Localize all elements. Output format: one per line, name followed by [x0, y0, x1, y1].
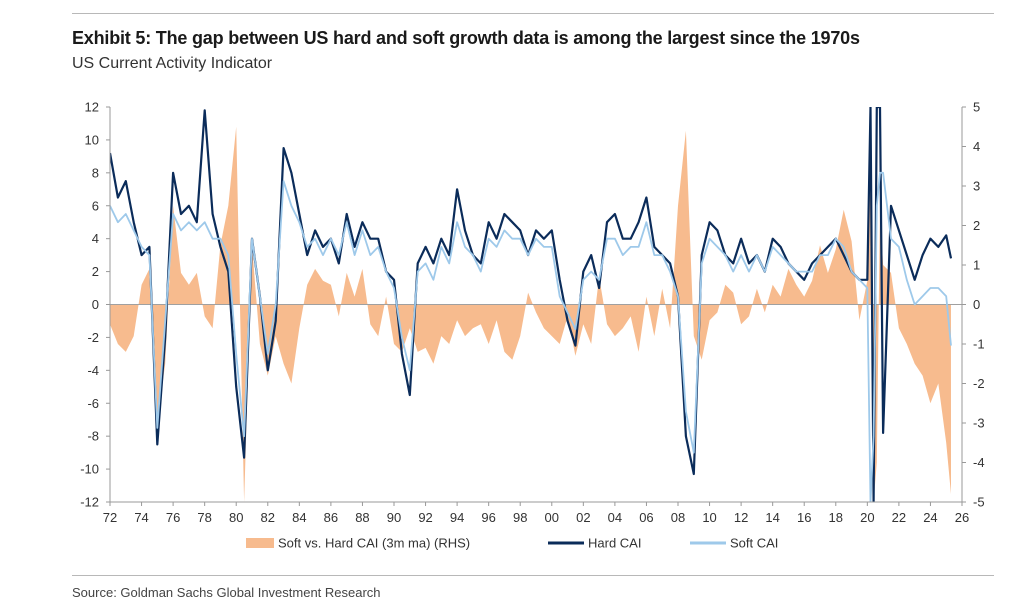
bottom-rule — [72, 575, 994, 576]
y-right-tick-label: -4 — [973, 455, 985, 470]
y-left-tick-label: 10 — [85, 132, 99, 147]
y-right-tick-label: -2 — [973, 376, 985, 391]
x-tick-label: 96 — [481, 510, 495, 525]
x-tick-label: 86 — [324, 510, 338, 525]
y-left-tick-label: -8 — [87, 429, 99, 444]
y-right-tick-label: 0 — [973, 297, 980, 312]
x-tick-label: 78 — [197, 510, 211, 525]
x-tick-label: 80 — [229, 510, 243, 525]
y-right-tick-label: 1 — [973, 258, 980, 273]
legend: Soft vs. Hard CAI (3m ma) (RHS) Hard CAI S… — [246, 536, 778, 551]
x-tick-label: 84 — [292, 510, 306, 525]
y-right-tick-label: -3 — [973, 416, 985, 431]
y-right-tick-label: 4 — [973, 139, 980, 154]
x-tick-label: 24 — [923, 510, 937, 525]
x-tick-label: 18 — [829, 510, 843, 525]
y-right-tick-label: -5 — [973, 495, 985, 510]
x-tick-label: 00 — [545, 510, 559, 525]
x-tick-label: 02 — [576, 510, 590, 525]
y-right-tick-label: 3 — [973, 179, 980, 194]
legend-gap-label: Soft vs. Hard CAI (3m ma) (RHS) — [278, 536, 470, 551]
legend-gap-swatch — [246, 538, 274, 548]
y-left-tick-label: 4 — [92, 231, 99, 246]
y-left-tick-label: -10 — [80, 462, 99, 477]
x-tick-label: 14 — [765, 510, 779, 525]
x-tick-label: 74 — [134, 510, 148, 525]
x-tick-label: 20 — [860, 510, 874, 525]
y-right-tick-label: 5 — [973, 100, 980, 115]
y-left-tick-label: 0 — [92, 297, 99, 312]
y-left-tick-label: 6 — [92, 198, 99, 213]
x-tick-label: 06 — [639, 510, 653, 525]
x-tick-label: 98 — [513, 510, 527, 525]
y-left-tick-label: 12 — [85, 100, 99, 115]
y-left-tick-label: -12 — [80, 495, 99, 510]
x-tick-label: 82 — [261, 510, 275, 525]
x-tick-label: 88 — [355, 510, 369, 525]
x-tick-label: 16 — [797, 510, 811, 525]
x-tick-label: 04 — [608, 510, 622, 525]
y-left-tick-label: -6 — [87, 396, 99, 411]
legend-hard-label: Hard CAI — [588, 536, 641, 551]
x-tick-label: 90 — [387, 510, 401, 525]
legend-soft-label: Soft CAI — [730, 536, 778, 551]
y-right-tick-label: 2 — [973, 218, 980, 233]
chart-title: Exhibit 5: The gap between US hard and s… — [72, 28, 860, 48]
x-tick-label: 72 — [103, 510, 117, 525]
x-tick-label: 94 — [450, 510, 464, 525]
y-left-tick-label: 2 — [92, 264, 99, 279]
series-soft-cai-line — [110, 171, 952, 502]
x-tick-label: 22 — [892, 510, 906, 525]
x-tick-label: 76 — [166, 510, 180, 525]
top-rule — [72, 13, 994, 14]
y-left-tick-label: 8 — [92, 165, 99, 180]
chart-subtitle: US Current Activity Indicator — [72, 55, 273, 72]
axis-layer: 121086420-2-4-6-8-10-12543210-1-2-3-4-57… — [80, 100, 984, 526]
y-right-tick-label: -1 — [973, 337, 985, 352]
source-note: Source: Goldman Sachs Global Investment … — [72, 585, 381, 600]
x-tick-label: 26 — [955, 510, 969, 525]
y-left-tick-label: -2 — [87, 330, 99, 345]
y-left-tick-label: -4 — [87, 363, 99, 378]
x-tick-label: 08 — [671, 510, 685, 525]
x-tick-label: 10 — [702, 510, 716, 525]
x-tick-label: 12 — [734, 510, 748, 525]
x-tick-label: 92 — [418, 510, 432, 525]
line-layer — [110, 107, 953, 502]
